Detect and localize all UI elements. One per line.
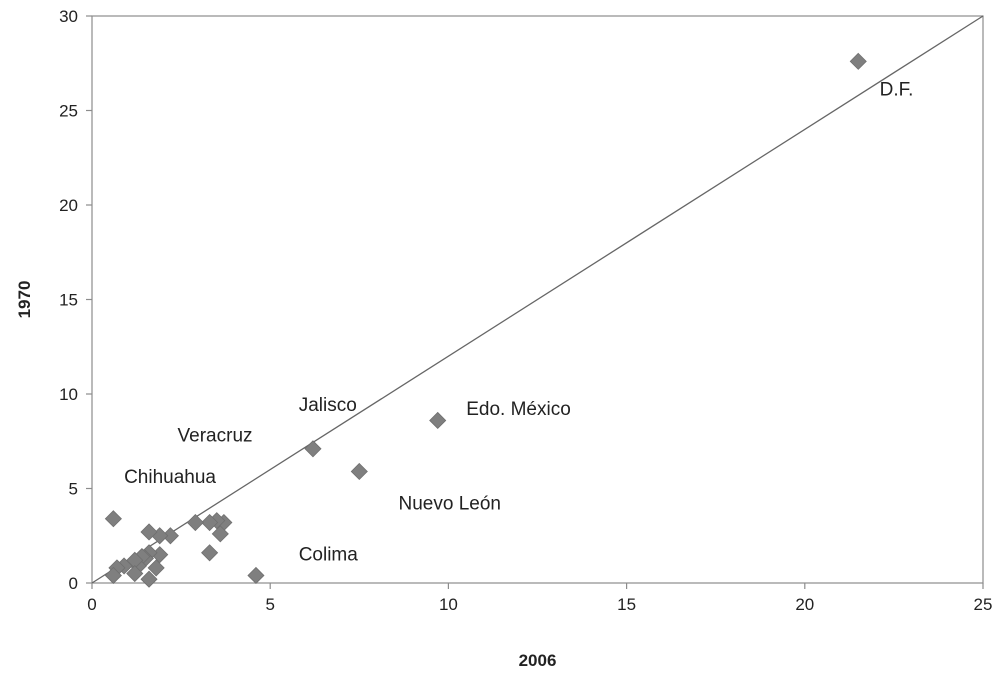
data-point (104, 566, 122, 585)
data-point (211, 525, 229, 543)
data-point (140, 570, 158, 588)
data-point (186, 513, 204, 532)
point-annotation: Nuevo León (399, 493, 501, 514)
data-point (104, 510, 122, 528)
x-axis-ticks: 0 5 10 15 20 25 (87, 583, 992, 614)
y-tick-label: 15 (59, 291, 78, 310)
reference-line-layer (91, 15, 984, 584)
data-point (126, 564, 144, 583)
x-tick-label: 0 (87, 595, 96, 614)
y-tick-label: 5 (69, 480, 78, 499)
data-points (104, 52, 867, 588)
point-annotation: Colima (299, 544, 359, 565)
annotations: D.F. Edo. México Jalisco Veracruz Chihuahua N… (124, 79, 913, 565)
point-annotation: Jalisco (299, 395, 357, 416)
x-tick-label: 20 (795, 595, 814, 614)
point-annotation: Chihuahua (124, 467, 216, 488)
point-annotation: Veracruz (178, 425, 253, 446)
y-axis-title: 1970 (15, 281, 34, 319)
data-point (147, 559, 165, 577)
y-tick-label: 0 (69, 574, 78, 593)
data-point (350, 462, 368, 481)
data-point (849, 52, 867, 70)
point-annotation: D.F. (880, 79, 914, 100)
data-point (201, 544, 219, 562)
y-tick-label: 25 (59, 102, 78, 121)
y-tick-label: 30 (59, 7, 78, 26)
data-point (429, 411, 447, 430)
point-annotation: Edo. México (466, 399, 571, 420)
x-tick-label: 15 (617, 595, 636, 614)
reference-line (91, 15, 984, 584)
data-point (247, 566, 265, 585)
y-axis-ticks: 0 5 10 15 20 25 30 (59, 7, 92, 593)
data-point (201, 513, 219, 532)
x-tick-label: 5 (265, 595, 274, 614)
y-tick-label: 20 (59, 196, 78, 215)
x-tick-label: 10 (439, 595, 458, 614)
x-tick-label: 25 (974, 595, 993, 614)
x-axis-title: 2006 (519, 651, 557, 670)
data-point (140, 523, 158, 541)
y-tick-label: 10 (59, 385, 78, 404)
data-point (304, 440, 322, 458)
